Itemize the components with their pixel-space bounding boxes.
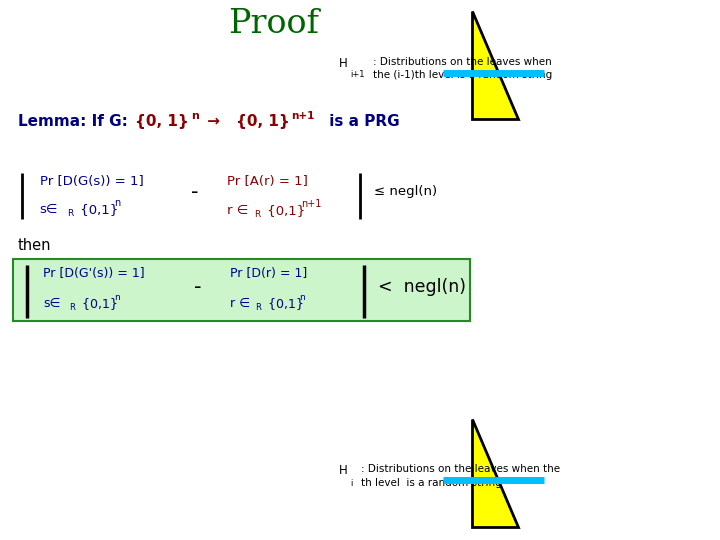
Text: r ∈: r ∈: [227, 204, 248, 217]
Text: {0,1}: {0,1}: [264, 297, 304, 310]
Polygon shape: [472, 418, 518, 526]
FancyBboxPatch shape: [13, 259, 470, 321]
Text: {0, 1}: {0, 1}: [135, 114, 189, 129]
Text: Proof: Proof: [228, 8, 319, 40]
Text: {0,1}: {0,1}: [76, 203, 118, 216]
Text: n+1: n+1: [292, 111, 315, 121]
Text: : Distributions on the leaves when
the (i-1)th level is a random string: : Distributions on the leaves when the (…: [373, 57, 552, 80]
Text: R: R: [69, 303, 75, 312]
Text: n: n: [114, 293, 120, 301]
Text: H: H: [338, 57, 347, 70]
Text: Pr [D(G(s)) = 1]: Pr [D(G(s)) = 1]: [40, 176, 143, 188]
Text: r ∈: r ∈: [230, 297, 251, 310]
Polygon shape: [472, 11, 518, 119]
Text: n: n: [191, 111, 199, 121]
Text: n+1: n+1: [301, 199, 321, 209]
Text: R: R: [67, 209, 73, 218]
Text: Pr [D(r) = 1]: Pr [D(r) = 1]: [230, 267, 307, 280]
Text: <  negl(n): < negl(n): [378, 278, 466, 296]
Text: i: i: [351, 479, 353, 488]
Text: {0,1}: {0,1}: [263, 204, 305, 217]
Text: -: -: [194, 277, 202, 298]
Text: Lemma: If G:: Lemma: If G:: [18, 114, 133, 129]
Text: s∈: s∈: [40, 203, 58, 216]
Text: Pr [D(G'(s)) = 1]: Pr [D(G'(s)) = 1]: [43, 267, 145, 280]
Text: s∈: s∈: [43, 297, 60, 310]
Text: R: R: [256, 303, 261, 312]
Text: {0, 1}: {0, 1}: [236, 114, 290, 129]
Text: {0,1}: {0,1}: [78, 297, 117, 310]
Text: Pr [A(r) = 1]: Pr [A(r) = 1]: [227, 176, 307, 188]
Text: i+1: i+1: [351, 70, 365, 79]
Text: is a PRG: is a PRG: [324, 114, 400, 129]
Text: n: n: [299, 293, 305, 301]
Text: -: -: [191, 181, 198, 202]
Text: →: →: [202, 114, 225, 129]
Text: : Distributions on the leaves when the
th level  is a random string: : Distributions on the leaves when the t…: [361, 464, 561, 488]
Text: n: n: [114, 198, 120, 208]
Text: R: R: [254, 210, 261, 219]
Text: H: H: [338, 464, 347, 477]
Text: ≤ negl(n): ≤ negl(n): [374, 185, 438, 198]
Text: then: then: [18, 238, 52, 253]
